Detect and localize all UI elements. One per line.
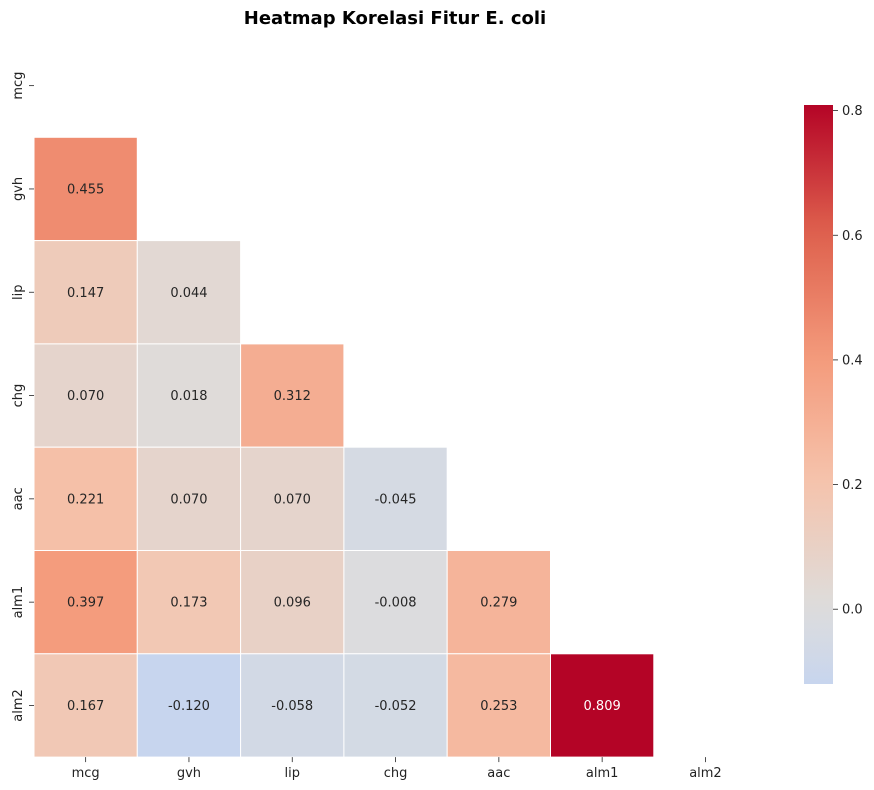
heatmap-cell [136,343,242,448]
heatmap-cell [343,653,448,758]
cell-value-label: 0.312 [274,389,311,404]
cell-value-label: 0.173 [170,596,207,611]
colorbar-gradient [804,105,833,684]
x-tick-label: lip [285,766,300,781]
x-axis-ticks: mcg gvh lip chg aac alm1 alm2 [72,757,722,781]
y-tick-label: alm2 [11,689,26,722]
colorbar-tick-label: 0.4 [842,353,863,368]
heatmap-cell [136,446,242,552]
x-tick-label: aac [487,766,510,781]
heatmap-cell [550,653,655,758]
y-tick-label: alm1 [11,586,26,619]
x-tick-label: gvh [177,766,201,781]
x-tick-label: alm1 [586,766,619,781]
colorbar: 0.0 0.2 0.4 0.6 0.8 [804,104,863,684]
heatmap-cell [446,550,552,655]
cell-value-label: -0.058 [271,699,313,714]
colorbar-tick-label: 0.8 [842,104,863,119]
cell-value-label: 0.397 [67,596,104,611]
x-tick-label: mcg [72,766,100,781]
cell-value-label: 0.044 [170,286,207,301]
y-tick-label: gvh [11,177,26,201]
cell-value-label: 0.221 [67,492,104,507]
cell-value-label: 0.070 [274,492,311,507]
heatmap-cell [240,343,345,448]
heatmap-cell [33,240,138,345]
cell-value-label: 0.070 [67,389,104,404]
y-tick-label: aac [11,487,26,510]
cell-value-label: 0.167 [67,699,104,714]
y-tick-label: chg [11,384,26,408]
y-axis-ticks: mcg gvh lip chg aac alm1 alm2 [11,72,34,722]
heatmap-cell [33,136,138,242]
cell-value-label: 0.147 [67,286,104,301]
colorbar-tick-label: 0.6 [842,229,863,244]
heatmap-cell [343,446,448,552]
heatmap-cell [446,653,552,758]
cell-value-label: 0.096 [274,596,311,611]
heatmap-cell [136,653,242,758]
cell-value-label: -0.120 [168,699,210,714]
heatmap-cell [343,550,448,655]
heatmap-cell [240,653,345,758]
cell-value-label: -0.052 [375,699,417,714]
cell-value-label: 0.455 [67,182,104,197]
cell-value-label: 0.279 [480,596,517,611]
colorbar-tick-label: 0.0 [842,603,863,618]
colorbar-tick-label: 0.2 [842,478,863,493]
y-tick-label: mcg [11,72,26,100]
y-tick-label: lip [11,285,26,300]
heatmap-cell [240,550,345,655]
cell-value-label: -0.045 [375,492,417,507]
heatmap-cell [136,240,242,345]
heatmap-cell [33,343,138,448]
heatmap-cells: 0.455 0.147 0.044 0.070 0.018 0.312 0.221 0.070… [33,136,655,758]
x-tick-label: alm2 [689,766,722,781]
cell-value-label: 0.809 [584,699,621,714]
cell-value-label: 0.070 [170,492,207,507]
heatmap-cell [136,550,242,655]
cell-value-label: 0.018 [170,389,207,404]
cell-value-label: -0.008 [375,596,417,611]
chart-title: Heatmap Korelasi Fitur E. coli [244,8,546,29]
x-tick-label: chg [384,766,408,781]
cell-value-label: 0.253 [480,699,517,714]
